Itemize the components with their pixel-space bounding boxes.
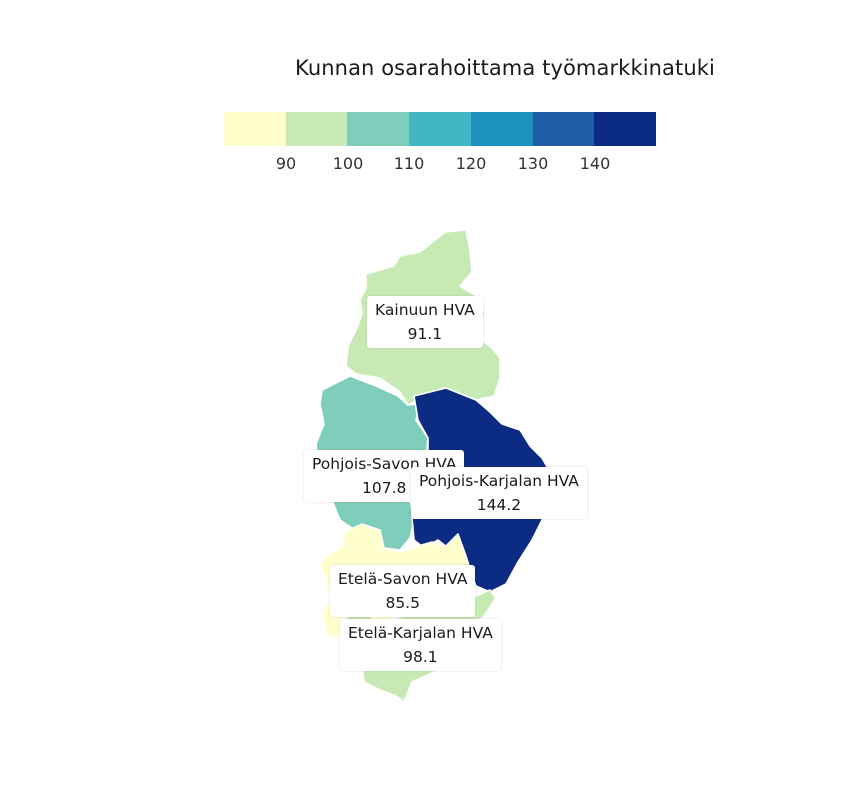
region-label: Etelä-Savon HVA 85.5 — [330, 565, 476, 617]
map-title: Kunnan osarahoittama työmarkkinatuki — [295, 56, 715, 80]
legend-tick: 140 — [579, 154, 611, 173]
region-label-name: Etelä-Savon HVA — [338, 570, 468, 588]
region-label-value: 144.2 — [476, 496, 522, 514]
region-label-name: Pohjois-Karjalan HVA — [419, 472, 579, 490]
legend-swatch — [347, 112, 410, 146]
legend-ticks: 90 100 110 120 130 140 — [0, 154, 864, 176]
legend-tick: 90 — [275, 154, 297, 173]
legend-swatch — [594, 112, 657, 146]
region-label-name: Etelä-Karjalan HVA — [348, 624, 493, 642]
region-label-value: 107.8 — [362, 479, 407, 497]
legend-swatch — [224, 112, 286, 146]
region-label-value: 98.1 — [403, 648, 438, 666]
region-label-value: 91.1 — [407, 325, 443, 343]
region-label: Pohjois-Karjalan HVA 144.2 — [411, 467, 587, 519]
legend-tick: 110 — [393, 154, 425, 173]
legend-swatch — [532, 112, 595, 146]
legend-swatch — [409, 112, 471, 146]
region-label-value: 85.5 — [385, 594, 420, 612]
region-label-name: Kainuun HVA — [375, 301, 475, 319]
legend-swatch — [285, 112, 348, 146]
legend-tick: 130 — [517, 154, 549, 173]
color-legend — [224, 112, 657, 146]
legend-swatch — [470, 112, 533, 146]
legend-tick: 100 — [332, 154, 364, 173]
region-label: Kainuun HVA 91.1 — [367, 296, 483, 348]
legend-tick: 120 — [455, 154, 487, 173]
region-label: Etelä-Karjalan HVA 98.1 — [340, 619, 501, 671]
